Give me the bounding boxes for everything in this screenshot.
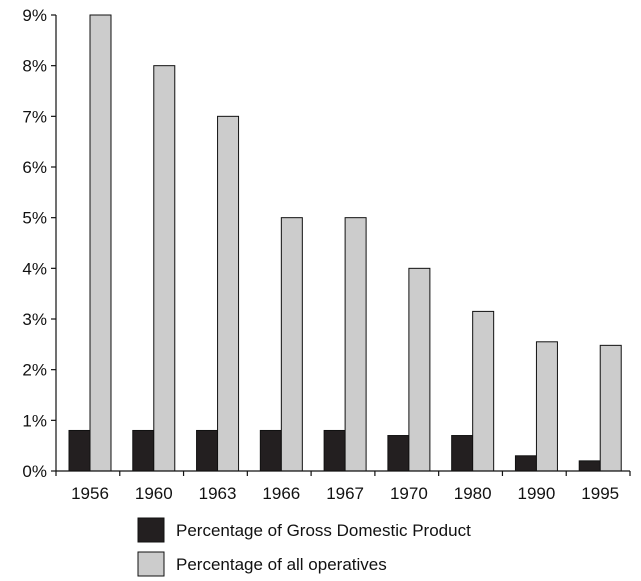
y-axis: 0% 1% 2% 3% 4% 5% 6% 7% 8% 9% xyxy=(22,6,57,481)
legend: Percentage of Gross Domestic Product Perc… xyxy=(137,517,471,577)
y-tick-label: 7% xyxy=(22,107,47,126)
bar-gdp xyxy=(259,429,282,472)
y-tick-label: 9% xyxy=(22,6,47,25)
x-tick-label: 1966 xyxy=(262,484,300,503)
bar-gdp xyxy=(451,435,474,472)
x-tick-label: 1956 xyxy=(71,484,109,503)
y-tick-label: 5% xyxy=(22,209,47,228)
bar-operatives xyxy=(344,217,367,472)
y-tick-label: 0% xyxy=(22,462,47,481)
bar-gdp xyxy=(514,455,537,472)
x-tick-label: 1980 xyxy=(454,484,492,503)
bar-operatives xyxy=(599,344,622,472)
x-tick-label: 1995 xyxy=(581,484,619,503)
y-tick-label: 1% xyxy=(22,411,47,430)
bar-gdp xyxy=(323,429,346,472)
bar-gdp xyxy=(196,429,219,472)
bar-operatives xyxy=(535,341,558,472)
bar-operatives xyxy=(280,217,303,472)
x-tick-label: 1967 xyxy=(326,484,364,503)
bar-gdp xyxy=(132,429,155,472)
x-tick-label: 1963 xyxy=(199,484,237,503)
legend-label: Percentage of all operatives xyxy=(176,555,387,574)
x-tick-label: 1960 xyxy=(135,484,173,503)
bar-operatives xyxy=(472,310,495,472)
bar-gdp xyxy=(578,460,601,472)
y-tick-label: 8% xyxy=(22,57,47,76)
bar-operatives xyxy=(89,14,112,472)
bar-operatives xyxy=(217,115,240,472)
x-tick-label: 1970 xyxy=(390,484,428,503)
x-tick-label: 1990 xyxy=(518,484,556,503)
y-tick-label: 6% xyxy=(22,158,47,177)
bar-operatives xyxy=(408,267,431,472)
legend-swatch xyxy=(137,517,165,543)
x-axis: 1956 1960 1963 1966 1967 1970 1980 1990 1995 xyxy=(55,470,631,503)
legend-swatch xyxy=(137,551,165,577)
y-tick-label: 3% xyxy=(22,310,47,329)
y-tick-label: 4% xyxy=(22,259,47,278)
bars xyxy=(68,14,622,472)
bar-gdp xyxy=(68,429,91,472)
legend-label: Percentage of Gross Domestic Product xyxy=(176,521,471,540)
bar-operatives xyxy=(153,65,176,472)
y-tick-label: 2% xyxy=(22,361,47,380)
bar-gdp xyxy=(387,435,410,472)
